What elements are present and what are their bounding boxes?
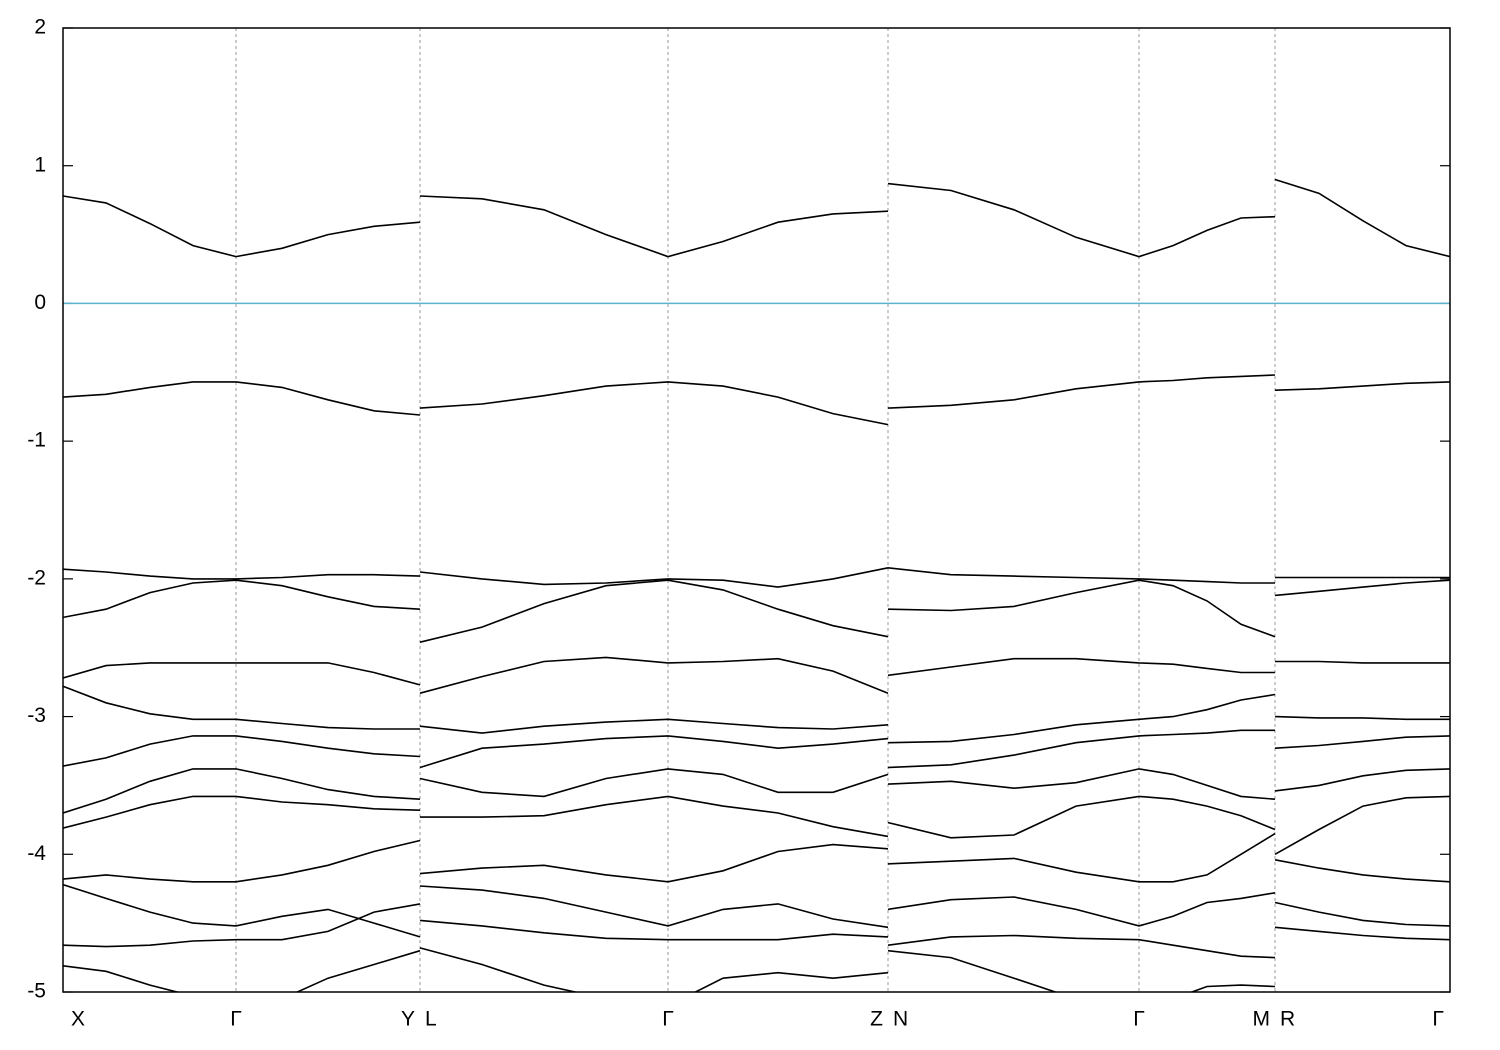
x-tick-label: Γ xyxy=(1133,1008,1145,1031)
y-tick-label: -3 xyxy=(27,704,46,727)
band-line xyxy=(63,832,1450,883)
x-tick-label: Γ xyxy=(1432,1008,1444,1031)
y-tick-label: -1 xyxy=(27,429,46,452)
band-line xyxy=(63,656,1450,694)
band-line xyxy=(63,795,1450,855)
x-tick-label: Y xyxy=(401,1008,415,1031)
x-tick-label: M xyxy=(1253,1008,1271,1031)
x-tick-label: N xyxy=(893,1008,908,1031)
x-tick-label: Γ xyxy=(662,1008,674,1031)
band-line xyxy=(63,178,1450,258)
band-line xyxy=(63,903,1450,959)
x-tick-label: L xyxy=(425,1008,437,1031)
y-tick-label: 1 xyxy=(34,153,46,176)
plot-frame xyxy=(62,27,1451,993)
band-line xyxy=(63,567,1450,588)
y-tick-label: -4 xyxy=(27,842,46,865)
y-tick-label: 0 xyxy=(34,291,46,314)
band-line xyxy=(63,685,1450,744)
x-tick-label: X xyxy=(71,1008,85,1031)
band-line xyxy=(63,883,1450,938)
x-tick-label: Z xyxy=(870,1008,883,1031)
band-line xyxy=(63,729,1450,769)
band-line xyxy=(63,374,1450,426)
band-line xyxy=(63,579,1450,643)
y-tick-label: -2 xyxy=(27,566,46,589)
band-line xyxy=(63,768,1450,814)
x-tick-label: Γ xyxy=(230,1008,242,1031)
y-tick-label: 2 xyxy=(34,16,46,39)
y-tick-label: -5 xyxy=(27,980,46,1003)
x-tick-label: R xyxy=(1280,1008,1295,1031)
bands xyxy=(63,178,1450,992)
